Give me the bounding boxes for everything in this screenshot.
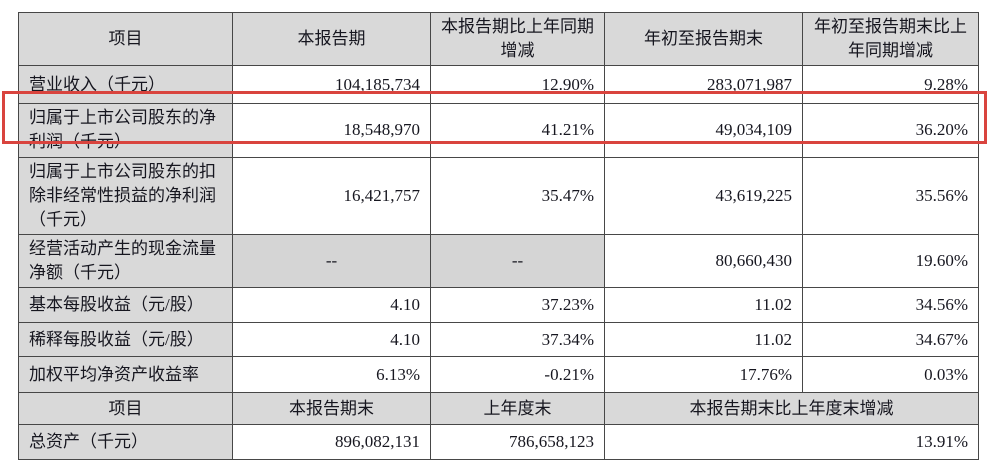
cell-value: 11.02 xyxy=(604,287,803,324)
cell-value: 35.47% xyxy=(430,156,605,235)
column-header-prev-year-end: 上年度末 xyxy=(430,392,605,426)
cell-value: 43,619,225 xyxy=(604,156,803,235)
column-header-period-end-change: 本报告期末比上年度末增减 xyxy=(604,392,979,426)
table-row-revenue: 营业收入（千元） 104,185,734 12.90% 283,071,987 … xyxy=(18,65,979,105)
header-row-section2: 项目 本报告期末 上年度末 本报告期末比上年度末增减 xyxy=(18,392,979,426)
row-label: 总资产（千元） xyxy=(18,424,233,460)
cell-value: 0.03% xyxy=(802,356,979,394)
row-label: 归属于上市公司股东的扣除非经常性损益的净利润（千元） xyxy=(18,156,233,235)
cell-value: 786,658,123 xyxy=(430,424,605,460)
column-header-period-change: 本报告期比上年同期增减 xyxy=(430,11,605,67)
row-label: 归属于上市公司股东的净利润（千元） xyxy=(18,103,233,158)
table-row-total-assets: 总资产（千元） 896,082,131 786,658,123 13.91% xyxy=(18,424,979,460)
cell-value: 6.13% xyxy=(232,356,431,394)
cell-value: 12.90% xyxy=(430,65,605,105)
row-label: 营业收入（千元） xyxy=(18,65,233,105)
cell-value: 35.56% xyxy=(802,156,979,235)
cell-value: 13.91% xyxy=(604,424,979,460)
table-row-net-profit-excl-nonrecurring: 归属于上市公司股东的扣除非经常性损益的净利润（千元） 16,421,757 35… xyxy=(18,156,979,235)
cell-value: 4.10 xyxy=(232,287,431,324)
row-label: 经营活动产生的现金流量净额（千元） xyxy=(18,233,233,289)
cell-value: 34.56% xyxy=(802,287,979,324)
cell-value-empty: -- xyxy=(232,233,431,289)
cell-value: 19.60% xyxy=(802,233,979,289)
cell-value: 41.21% xyxy=(430,103,605,158)
row-label: 稀释每股收益（元/股） xyxy=(18,322,233,358)
table-row-operating-cash-flow: 经营活动产生的现金流量净额（千元） -- -- 80,660,430 19.60… xyxy=(18,233,979,289)
table-row-net-profit-highlighted: 归属于上市公司股东的净利润（千元） 18,548,970 41.21% 49,0… xyxy=(18,103,979,158)
table-row-basic-eps: 基本每股收益（元/股） 4.10 37.23% 11.02 34.56% xyxy=(18,287,979,324)
financial-summary-table: 项目 本报告期 本报告期比上年同期增减 年初至报告期末 年初至报告期末比上年同期… xyxy=(18,11,979,460)
column-header-ytd-change: 年初至报告期末比上年同期增减 xyxy=(802,11,979,67)
column-header-item2: 项目 xyxy=(18,392,233,426)
cell-value: 37.23% xyxy=(430,287,605,324)
cell-value: 9.28% xyxy=(802,65,979,105)
cell-value: 104,185,734 xyxy=(232,65,431,105)
cell-value: 36.20% xyxy=(802,103,979,158)
column-header-item: 项目 xyxy=(18,11,233,67)
cell-value-empty: -- xyxy=(430,233,605,289)
row-label: 加权平均净资产收益率 xyxy=(18,356,233,394)
cell-value: 16,421,757 xyxy=(232,156,431,235)
column-header-ytd: 年初至报告期末 xyxy=(604,11,803,67)
cell-value: 34.67% xyxy=(802,322,979,358)
table-row-weighted-avg-roe: 加权平均净资产收益率 6.13% -0.21% 17.76% 0.03% xyxy=(18,356,979,394)
report-page: 项目 本报告期 本报告期比上年同期增减 年初至报告期末 年初至报告期末比上年同期… xyxy=(2,11,987,460)
cell-value: 80,660,430 xyxy=(604,233,803,289)
column-header-current-period: 本报告期 xyxy=(232,11,431,67)
row-label: 基本每股收益（元/股） xyxy=(18,287,233,324)
cell-value: 17.76% xyxy=(604,356,803,394)
column-header-period-end: 本报告期末 xyxy=(232,392,431,426)
cell-value: 37.34% xyxy=(430,322,605,358)
cell-value: 4.10 xyxy=(232,322,431,358)
cell-value: -0.21% xyxy=(430,356,605,394)
cell-value: 18,548,970 xyxy=(232,103,431,158)
cell-value: 11.02 xyxy=(604,322,803,358)
header-row: 项目 本报告期 本报告期比上年同期增减 年初至报告期末 年初至报告期末比上年同期… xyxy=(18,11,979,67)
cell-value: 49,034,109 xyxy=(604,103,803,158)
cell-value: 283,071,987 xyxy=(604,65,803,105)
cell-value: 896,082,131 xyxy=(232,424,431,460)
table-row-diluted-eps: 稀释每股收益（元/股） 4.10 37.34% 11.02 34.67% xyxy=(18,322,979,358)
